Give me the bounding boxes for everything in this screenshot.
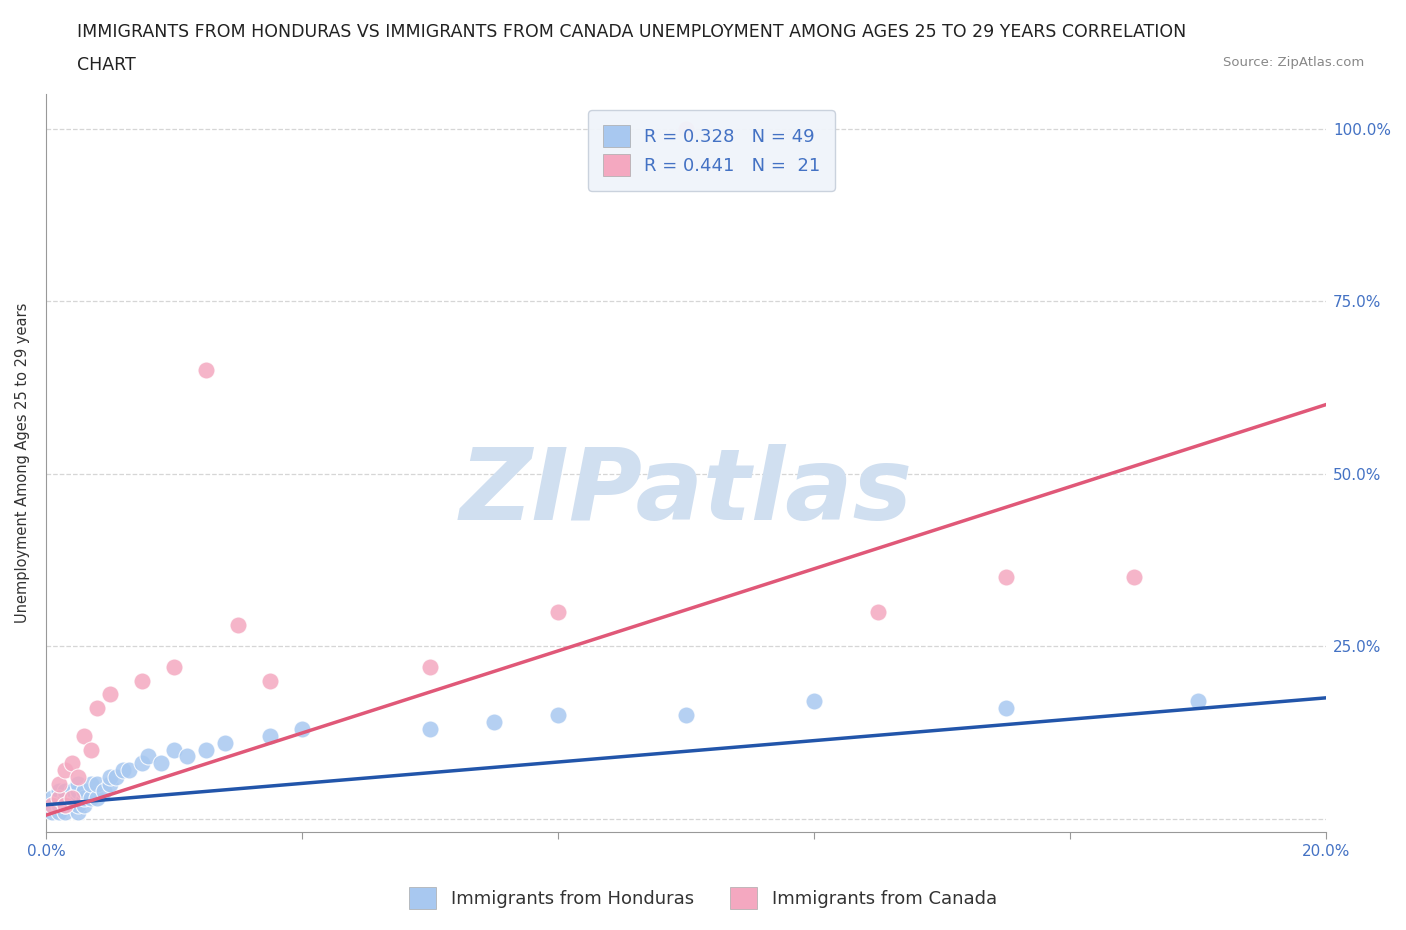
Text: Source: ZipAtlas.com: Source: ZipAtlas.com <box>1223 56 1364 69</box>
Point <box>80 790 103 805</box>
Point <box>48 797 70 812</box>
Point <box>66 790 89 805</box>
Point <box>259 728 281 743</box>
Point <box>131 756 153 771</box>
Point <box>93 784 115 799</box>
Point <box>259 673 281 688</box>
Point <box>163 742 186 757</box>
Point <box>291 722 314 737</box>
Point <box>53 797 76 812</box>
Point <box>419 722 441 737</box>
Point <box>195 363 218 378</box>
Point <box>80 777 103 791</box>
Point <box>150 756 173 771</box>
Point <box>73 797 96 812</box>
Text: ZIPatlas: ZIPatlas <box>460 445 912 541</box>
Point <box>98 770 121 785</box>
Point <box>803 694 825 709</box>
Point <box>131 673 153 688</box>
Point <box>176 749 198 764</box>
Point <box>675 708 697 723</box>
Point <box>138 749 160 764</box>
Point <box>66 770 89 785</box>
Point <box>48 804 70 819</box>
Point <box>66 804 89 819</box>
Point <box>80 742 103 757</box>
Point <box>214 736 236 751</box>
Point <box>995 570 1018 585</box>
Point <box>73 790 96 805</box>
Point <box>995 700 1018 715</box>
Text: CHART: CHART <box>77 56 136 73</box>
Point <box>111 763 134 777</box>
Point <box>60 784 83 799</box>
Point <box>48 777 70 791</box>
Point <box>53 804 76 819</box>
Point <box>48 790 70 805</box>
Point <box>60 756 83 771</box>
Y-axis label: Unemployment Among Ages 25 to 29 years: Unemployment Among Ages 25 to 29 years <box>15 303 30 623</box>
Point <box>675 121 697 136</box>
Point <box>73 728 96 743</box>
Point <box>60 790 83 805</box>
Point <box>73 784 96 799</box>
Point <box>60 790 83 805</box>
Point <box>41 797 63 812</box>
Point <box>98 687 121 702</box>
Point <box>547 708 569 723</box>
Point <box>866 604 889 619</box>
Point <box>66 777 89 791</box>
Point <box>53 763 76 777</box>
Legend: R = 0.328   N = 49, R = 0.441   N =  21: R = 0.328 N = 49, R = 0.441 N = 21 <box>588 111 835 191</box>
Point <box>48 790 70 805</box>
Point <box>60 797 83 812</box>
Point <box>1123 570 1146 585</box>
Point <box>53 784 76 799</box>
Point <box>118 763 141 777</box>
Point <box>53 790 76 805</box>
Point <box>41 790 63 805</box>
Point <box>41 797 63 812</box>
Point <box>547 604 569 619</box>
Legend: Immigrants from Honduras, Immigrants from Canada: Immigrants from Honduras, Immigrants fro… <box>402 880 1004 916</box>
Point <box>66 797 89 812</box>
Point <box>195 742 218 757</box>
Point <box>482 714 505 729</box>
Point <box>226 618 249 632</box>
Point <box>35 797 58 812</box>
Point <box>163 659 186 674</box>
Point <box>419 659 441 674</box>
Point <box>66 784 89 799</box>
Point <box>41 804 63 819</box>
Point <box>1187 694 1209 709</box>
Point <box>53 797 76 812</box>
Text: IMMIGRANTS FROM HONDURAS VS IMMIGRANTS FROM CANADA UNEMPLOYMENT AMONG AGES 25 TO: IMMIGRANTS FROM HONDURAS VS IMMIGRANTS F… <box>77 23 1187 41</box>
Point <box>98 777 121 791</box>
Point <box>105 770 128 785</box>
Point <box>86 700 108 715</box>
Point <box>86 777 108 791</box>
Point <box>86 790 108 805</box>
Point <box>48 784 70 799</box>
